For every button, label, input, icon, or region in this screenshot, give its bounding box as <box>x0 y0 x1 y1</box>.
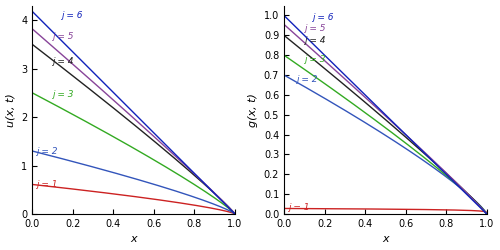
Text: j = 1: j = 1 <box>288 204 310 212</box>
Text: j = 6: j = 6 <box>60 11 82 20</box>
Text: j = 2: j = 2 <box>36 147 58 156</box>
Text: j = 4: j = 4 <box>52 57 74 66</box>
Y-axis label: g(x, t): g(x, t) <box>248 93 258 127</box>
Text: j = 5: j = 5 <box>52 32 74 42</box>
X-axis label: x: x <box>130 234 137 244</box>
Text: j = 5: j = 5 <box>304 24 326 33</box>
Text: j = 6: j = 6 <box>312 14 334 22</box>
Text: j = 2: j = 2 <box>296 75 318 84</box>
Text: j = 1: j = 1 <box>36 180 58 189</box>
X-axis label: x: x <box>382 234 388 244</box>
Text: j = 3: j = 3 <box>304 55 326 64</box>
Text: j = 3: j = 3 <box>52 90 74 99</box>
Y-axis label: u(x, t): u(x, t) <box>6 93 16 127</box>
Text: j = 4: j = 4 <box>304 36 326 45</box>
